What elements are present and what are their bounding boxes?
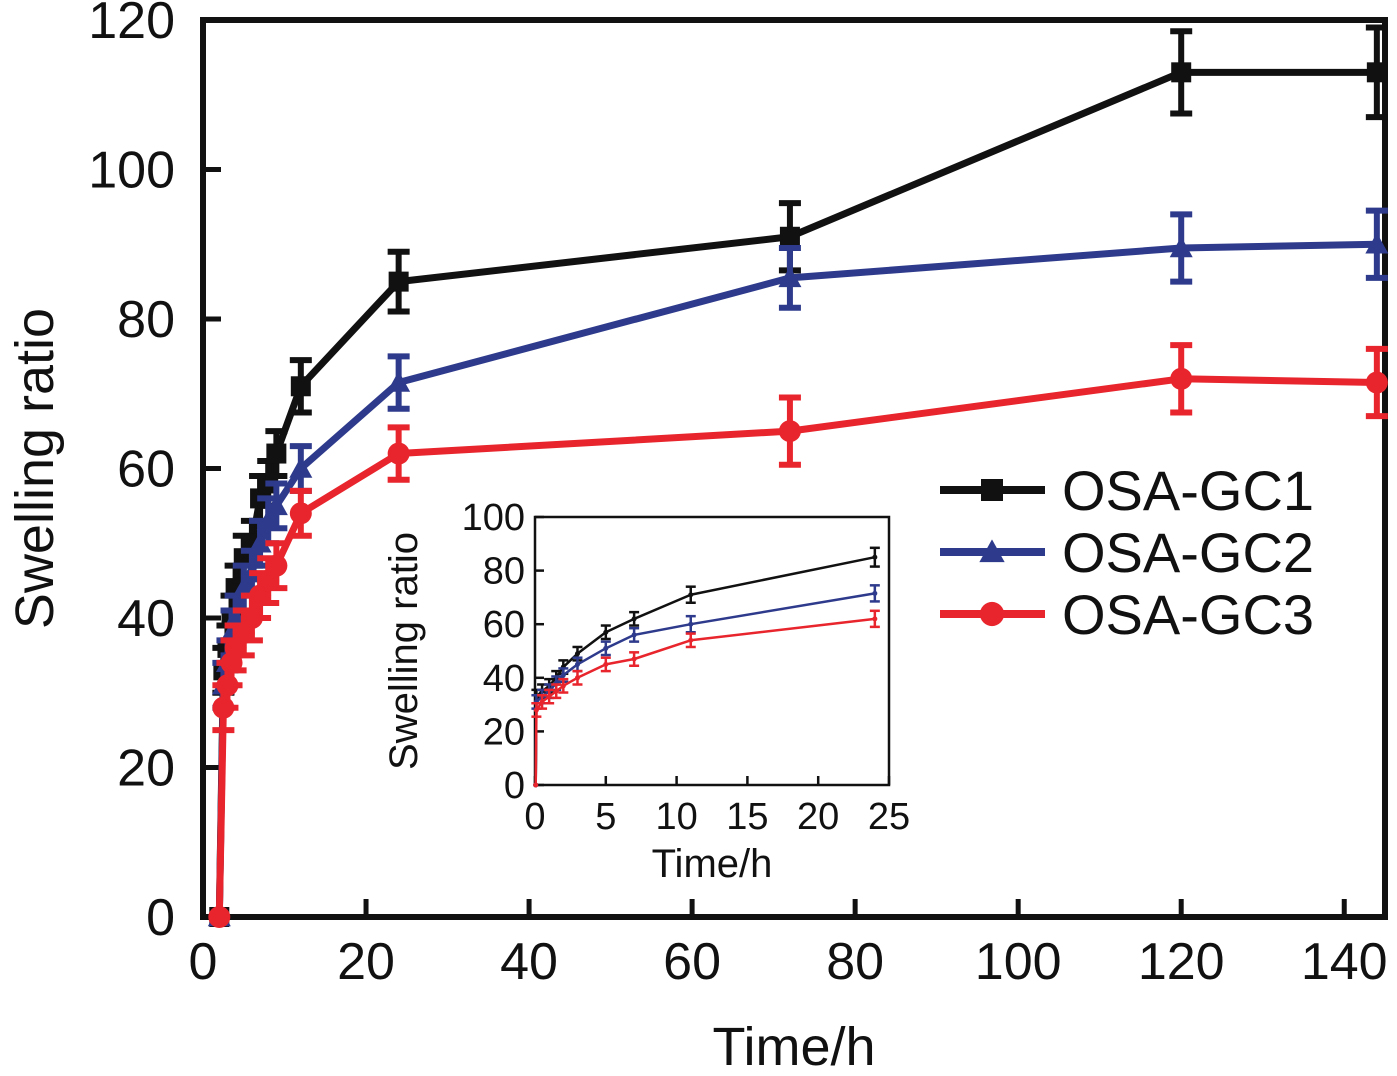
x-tick-label: 20 xyxy=(337,933,395,991)
data-point xyxy=(1365,232,1389,254)
inset-data-point xyxy=(688,637,694,643)
inset-x-tick-label: 15 xyxy=(726,796,768,838)
series-osa-gc3 xyxy=(208,342,1388,928)
y-axis-label: Swelling ratio xyxy=(5,308,65,629)
inset-data-point xyxy=(631,656,637,662)
inset-axes-frame xyxy=(533,515,891,787)
inset-data-point xyxy=(603,645,609,651)
data-point xyxy=(387,442,410,465)
inset-data-point xyxy=(688,621,694,627)
data-point xyxy=(387,371,411,392)
y-tick-label: 0 xyxy=(146,889,175,947)
y-tick-label: 120 xyxy=(88,0,175,50)
inset-data-point xyxy=(631,616,637,622)
inset-data-point xyxy=(603,661,609,667)
x-axis-label: Time/h xyxy=(712,1017,875,1076)
y-tick-label: 20 xyxy=(117,740,175,798)
inset-data-point xyxy=(603,629,609,635)
inset-series-osa-gc2 xyxy=(531,584,880,788)
data-point xyxy=(208,906,231,928)
inset-data-point xyxy=(574,675,580,681)
y-tick-label: 100 xyxy=(88,142,175,200)
legend-item-osa-gc1: OSA-GC1 xyxy=(940,459,1314,522)
x-tick-label: 60 xyxy=(663,933,721,991)
data-point xyxy=(779,226,800,247)
legend-marker xyxy=(979,601,1005,627)
legend-label: OSA-GC1 xyxy=(1062,459,1314,522)
legend-label: OSA-GC2 xyxy=(1062,521,1314,584)
legend-label: OSA-GC3 xyxy=(1062,583,1314,646)
data-point xyxy=(1171,62,1192,83)
data-point xyxy=(264,494,288,516)
inset-data-point xyxy=(872,590,878,596)
x-tick-label: 100 xyxy=(975,933,1062,991)
data-point xyxy=(265,554,288,577)
inset-series-osa-gc3 xyxy=(531,609,880,788)
x-tick-label: 80 xyxy=(826,933,884,991)
inset-x-tick-label: 0 xyxy=(524,796,545,838)
inset-data-point xyxy=(631,632,637,638)
y-tick-label: 80 xyxy=(117,291,175,349)
x-tick-label: 120 xyxy=(1138,933,1225,991)
data-point xyxy=(1365,371,1388,394)
inset-data-point xyxy=(546,694,552,700)
inset-data-point xyxy=(872,554,878,560)
inset-y-tick-label: 0 xyxy=(504,765,525,807)
data-point xyxy=(778,420,801,443)
inset-series-line xyxy=(534,617,875,786)
y-tick-label: 40 xyxy=(117,590,175,648)
data-point xyxy=(1170,367,1193,390)
inset-series-line xyxy=(534,592,876,786)
y-tick-label: 60 xyxy=(117,441,175,499)
legend-item-osa-gc2: OSA-GC2 xyxy=(940,521,1314,584)
inset-data-point xyxy=(533,782,539,788)
inset-x-tick-label: 10 xyxy=(655,796,697,838)
inset-y-tick-label: 80 xyxy=(483,551,525,593)
inset-data-point xyxy=(872,616,878,622)
legend-item-osa-gc3: OSA-GC3 xyxy=(940,583,1314,646)
inset-y-tick-label: 20 xyxy=(483,711,525,753)
main-plot: 0 20 40 60 80 100 120 140020406080100120Time/hS… xyxy=(5,0,1389,1076)
inset-x-tick-label: 5 xyxy=(595,796,616,838)
inset-data-point xyxy=(574,651,580,657)
data-point xyxy=(1366,62,1387,83)
inset-x-tick-label: 20 xyxy=(797,796,839,838)
legend-marker xyxy=(981,479,1003,501)
inset-data-point xyxy=(574,661,580,667)
data-point xyxy=(289,457,313,478)
inset-y-tick-label: 40 xyxy=(483,658,525,700)
inset-data-point xyxy=(553,688,559,694)
inset-data-point xyxy=(560,683,566,689)
inset-y-axis-label: Swelling ratio xyxy=(382,532,426,770)
legend-marker xyxy=(979,539,1005,563)
inset-x-axis-label: Time/h xyxy=(652,842,773,886)
inset-series-line xyxy=(534,555,876,786)
x-tick-label: 140 xyxy=(1301,933,1388,991)
inset-data-point xyxy=(539,699,545,705)
inset-data-point xyxy=(560,672,566,678)
data-point xyxy=(290,376,311,397)
data-point xyxy=(266,443,287,464)
inset-y-tick-label: 100 xyxy=(462,497,525,539)
inset-plot: 0 5 10 15 20 25 0 20 40 60 80 100 Time/h Swelling rat… xyxy=(382,497,910,886)
x-tick-label: 0 xyxy=(189,933,218,991)
data-point xyxy=(289,502,312,525)
x-tick-label: 40 xyxy=(500,933,558,991)
inset-y-tick-label: 60 xyxy=(483,604,525,646)
inset-series-osa-gc1 xyxy=(531,546,880,788)
data-point xyxy=(778,266,802,288)
inset-x-tick-label: 25 xyxy=(868,796,910,838)
data-point xyxy=(1169,236,1193,258)
data-point xyxy=(388,271,409,292)
inset-data-point xyxy=(688,592,694,598)
